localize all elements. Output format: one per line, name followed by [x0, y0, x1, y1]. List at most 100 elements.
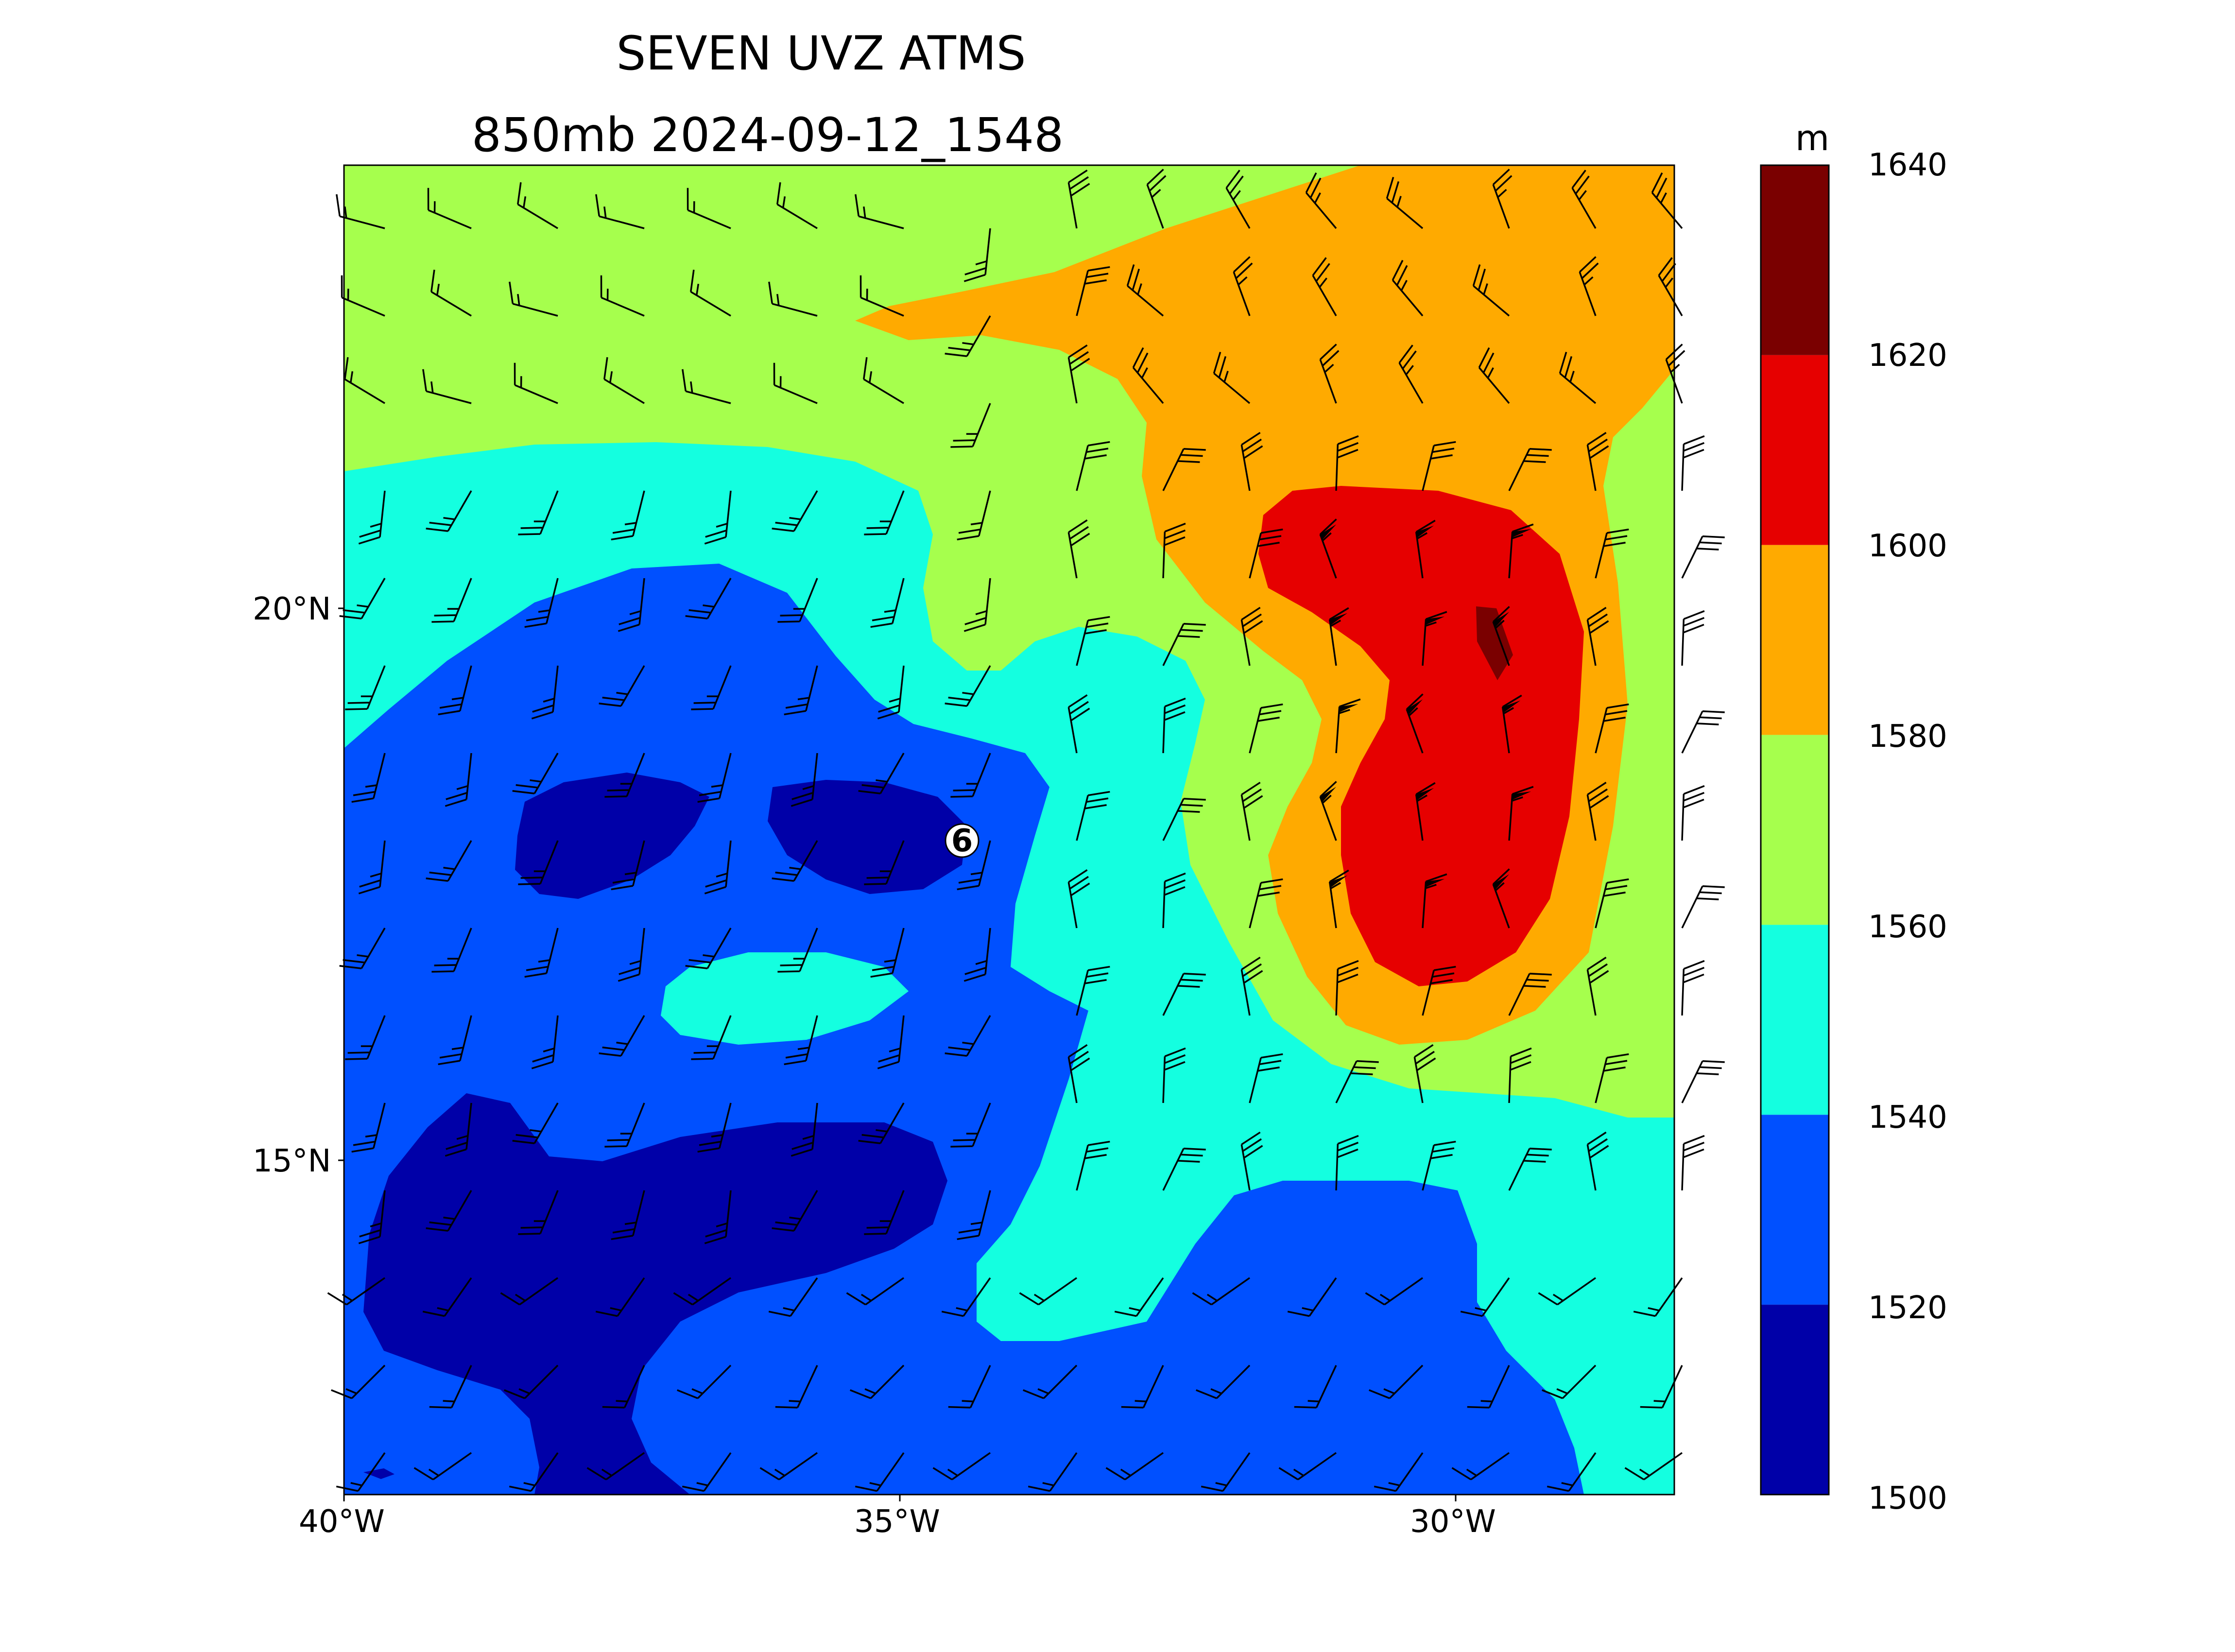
wind-barb — [1681, 885, 1725, 929]
wind-barb — [618, 928, 645, 982]
wind-barb — [1398, 344, 1424, 404]
wind-barb — [611, 490, 645, 541]
wind-barb — [1162, 522, 1186, 579]
wind-barb — [963, 928, 991, 982]
contour-1600-1620 — [1258, 486, 1584, 986]
wind-barb — [677, 1364, 732, 1399]
x-tick-35w: 35°W — [854, 1504, 940, 1540]
wind-barb — [1076, 791, 1110, 841]
storm-center-marker: 6 — [945, 823, 980, 859]
wind-barb — [759, 1452, 818, 1480]
wind-barb — [855, 194, 904, 229]
wind-barb — [426, 490, 472, 532]
x-tick-40w: 40°W — [299, 1504, 385, 1540]
wind-barb — [1023, 1364, 1078, 1399]
wind-barb — [1467, 1365, 1510, 1409]
wind-barb — [1196, 1364, 1251, 1399]
wind-barb — [1392, 259, 1424, 317]
wind-barb — [1681, 1060, 1725, 1103]
wind-barb — [768, 281, 818, 317]
wind-barb — [682, 1452, 732, 1492]
wind-barb — [1319, 518, 1337, 579]
colorbar-label-1500: 1500 — [1868, 1480, 1947, 1516]
wind-barb — [1508, 972, 1552, 1016]
wind-barb — [945, 1015, 991, 1057]
wind-barb — [1595, 878, 1629, 929]
wind-barb — [604, 1102, 645, 1148]
wind-barb — [518, 840, 559, 885]
colorbar-segment — [1761, 165, 1829, 355]
wind-barb — [1240, 606, 1263, 666]
wind-barb — [344, 357, 385, 404]
wind-barb — [877, 665, 905, 720]
wind-barb — [524, 578, 559, 628]
wind-barb — [431, 928, 472, 973]
wind-barb — [429, 1365, 472, 1409]
colorbar-segment — [1761, 545, 1829, 735]
wind-barb — [864, 840, 905, 885]
wind-barb — [1595, 528, 1629, 579]
wind-barb — [1681, 535, 1725, 579]
axis-ticks — [338, 607, 1457, 1501]
wind-barb — [704, 840, 732, 895]
wind-barb — [1335, 1135, 1359, 1191]
wind-barb — [1595, 1053, 1629, 1103]
colorbar-segment — [1761, 1115, 1829, 1305]
wind-barb — [1415, 519, 1436, 579]
wind-barb — [864, 490, 905, 535]
wind-barb — [1492, 606, 1510, 666]
wind-barb — [1335, 1060, 1379, 1103]
wind-barb — [1233, 256, 1253, 316]
wind-barb — [1492, 868, 1510, 929]
wind-barb — [1067, 869, 1090, 929]
wind-barb — [524, 928, 559, 978]
wind-barb — [1586, 606, 1609, 666]
wind-barb — [945, 665, 991, 707]
wind-barb — [1249, 1053, 1283, 1103]
wind-barb — [426, 1190, 472, 1232]
wind-barb — [704, 1190, 732, 1244]
wind-barb — [1374, 1452, 1424, 1492]
wind-barb — [1162, 1147, 1206, 1191]
wind-barb — [514, 362, 558, 404]
colorbar-segment — [1761, 355, 1829, 545]
wind-barb — [413, 1452, 472, 1480]
wind-barb — [957, 490, 991, 541]
wind-barb — [858, 1102, 905, 1144]
wind-barb — [1076, 965, 1110, 1016]
wind-barb — [1335, 435, 1359, 491]
wind-barb — [599, 665, 645, 707]
wind-barb — [1192, 1277, 1251, 1306]
wind-barb — [963, 228, 991, 282]
wind-barb — [1413, 1044, 1436, 1103]
wind-barb — [339, 928, 386, 969]
storm-marker-number: 6 — [951, 823, 973, 859]
wind-barb — [1076, 1140, 1110, 1191]
wind-barb — [1132, 347, 1164, 404]
wind-barb — [957, 1190, 991, 1240]
wind-barb — [846, 1277, 905, 1306]
wind-barb — [689, 270, 731, 317]
y-tick-20n: 20°N — [253, 591, 331, 627]
wind-barb — [1472, 264, 1510, 317]
wind-barb — [1019, 1277, 1078, 1306]
colorbar-unit: m — [1795, 118, 1830, 158]
wind-barb — [1319, 344, 1340, 404]
wind-barb — [509, 281, 558, 317]
wind-barb — [358, 490, 386, 545]
wind-barb — [595, 194, 645, 229]
wind-barb — [1162, 697, 1186, 754]
wind-barb — [1586, 781, 1609, 841]
wind-barb — [1508, 1147, 1552, 1191]
wind-barb — [932, 1452, 991, 1480]
wind-barb — [336, 1452, 386, 1492]
wind-barb — [336, 194, 385, 229]
wind-barb — [1651, 172, 1683, 229]
wind-barb — [1579, 256, 1599, 316]
wind-barb — [1213, 352, 1251, 404]
wind-barb — [438, 665, 472, 716]
wind-barb — [1460, 1277, 1510, 1317]
wind-barb — [775, 1365, 818, 1409]
wind-barb — [339, 578, 386, 620]
